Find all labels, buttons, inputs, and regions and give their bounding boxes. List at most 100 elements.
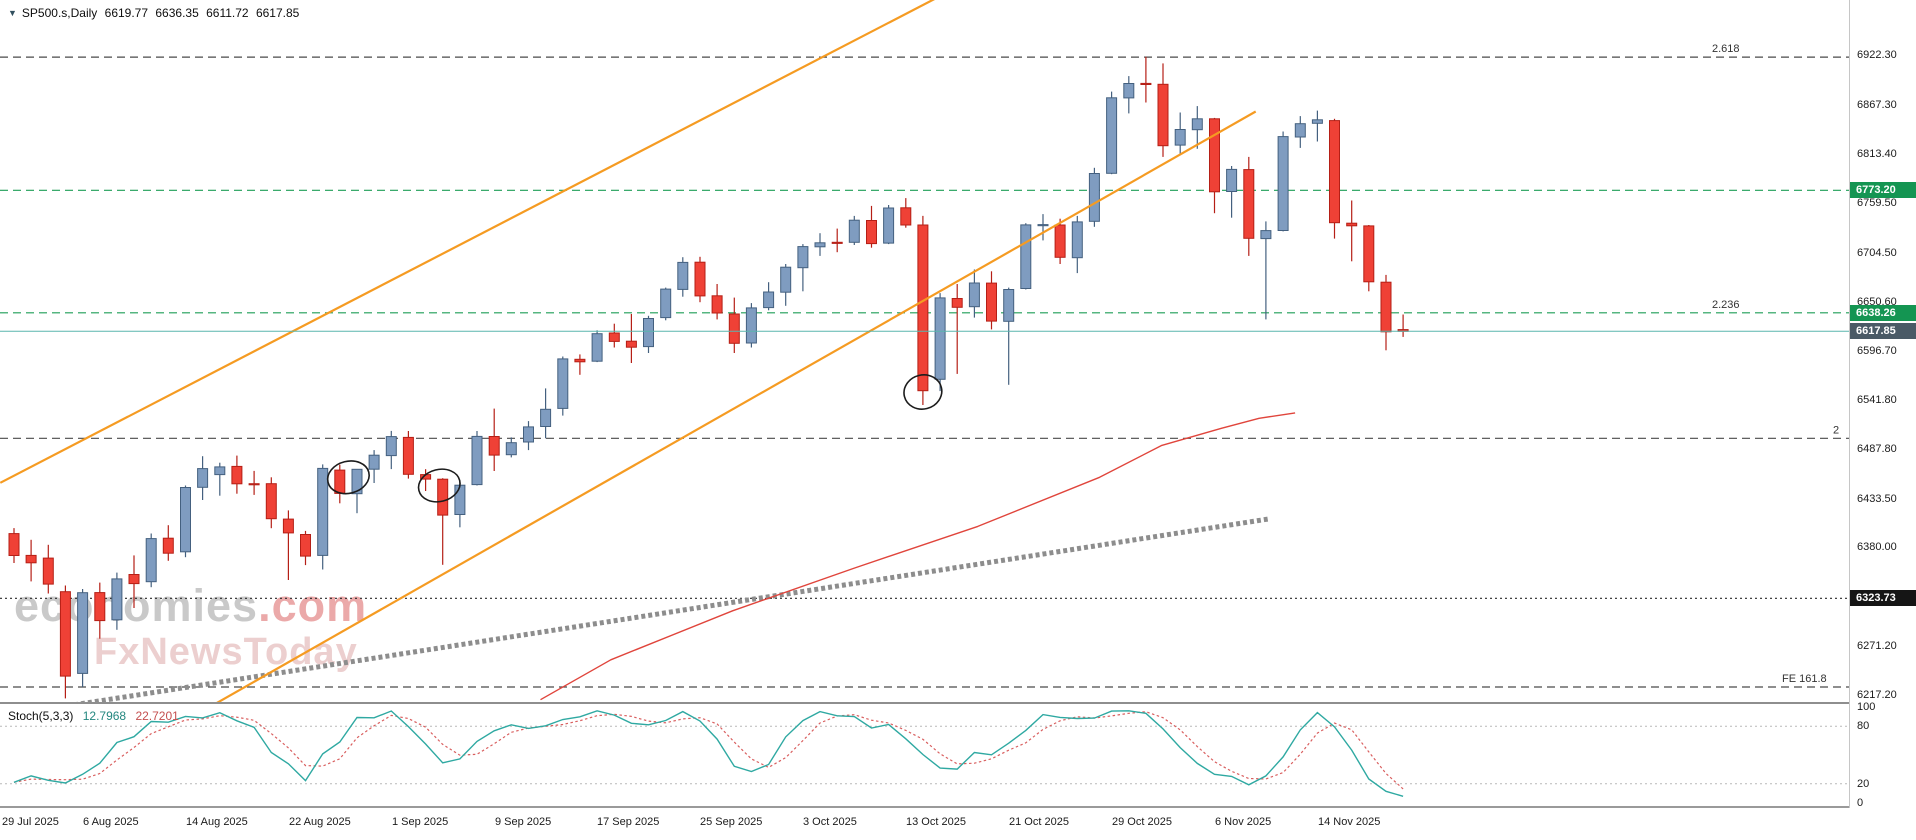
stochastic-label: Stoch(5,3,3) 12.7968 22.7201 — [8, 709, 179, 723]
candle-body — [591, 333, 603, 362]
time-axis-label: 29 Oct 2025 — [1112, 816, 1172, 828]
price-tick-label: 6813.40 — [1857, 148, 1897, 160]
time-axis-label: 6 Nov 2025 — [1215, 816, 1272, 828]
candle-body — [334, 469, 346, 494]
channel-trendline[interactable] — [0, 0, 952, 484]
quote-low: 6611.72 — [206, 6, 249, 20]
candle-body — [1020, 224, 1032, 289]
price-tick-label: 6922.30 — [1857, 49, 1897, 61]
stoch-scale-label: 100 — [1857, 701, 1876, 713]
candle-body — [831, 241, 843, 244]
stoch-scale-label: 0 — [1857, 797, 1864, 809]
candle-body — [934, 297, 946, 380]
stoch-scale-label: 80 — [1857, 720, 1870, 732]
candle-body — [677, 261, 689, 290]
ellipse-annotation[interactable] — [324, 457, 372, 498]
candle-body — [968, 282, 980, 308]
watermark-domain: .com — [258, 580, 368, 631]
price-badge: 6323.73 — [1850, 590, 1916, 606]
chart-marker-icon: ▼ — [8, 8, 17, 18]
ellipse-annotation[interactable] — [900, 371, 945, 413]
price-tick-label: 6487.80 — [1857, 443, 1897, 455]
candle-body — [454, 484, 466, 516]
fib-level-label: 2 — [1833, 424, 1839, 436]
candle-body — [608, 332, 620, 342]
quote-high: 6636.35 — [155, 6, 199, 20]
symbol-timeframe-label: SP500.s,Daily — [21, 6, 98, 20]
candle-body — [351, 468, 363, 495]
candle-body — [711, 295, 723, 314]
candle-body — [1140, 82, 1152, 86]
time-axis-label: 29 Jul 2025 — [2, 816, 59, 828]
time-axis-label: 1 Sep 2025 — [392, 816, 449, 828]
candlestick-chart[interactable]: 2.618 2.236 2 FE 161.8 — [0, 0, 1849, 702]
candle-body — [1123, 83, 1135, 99]
candle-body — [1209, 118, 1220, 193]
time-axis-label: 21 Oct 2025 — [1009, 816, 1069, 828]
candle-body — [8, 533, 20, 556]
gray-trendline[interactable] — [60, 516, 1269, 702]
main-chart-pane[interactable]: economies.com FxNewsToday 2.618 2.236 2 FE … — [0, 0, 1849, 704]
stochastic-chart[interactable] — [0, 704, 1849, 806]
candle-body — [162, 537, 174, 554]
candle-body — [540, 408, 552, 427]
price-badge: 6638.26 — [1850, 305, 1916, 321]
price-tick-label: 6704.50 — [1857, 247, 1897, 259]
candle-body — [643, 318, 654, 348]
candle-body — [728, 313, 740, 344]
candle-body — [437, 478, 449, 516]
candle-body — [763, 291, 775, 309]
candle-body — [1003, 289, 1015, 322]
candle-body — [59, 591, 71, 677]
fib-level-label: 2.618 — [1712, 43, 1740, 55]
candle-body — [180, 487, 191, 553]
candle-body — [1363, 225, 1375, 283]
price-badge: 6617.85 — [1850, 323, 1916, 339]
channel-trendline[interactable] — [55, 110, 1257, 703]
candle-body — [1191, 118, 1203, 131]
candle-body — [1346, 222, 1358, 227]
candle-body — [1174, 129, 1186, 146]
ellipse-annotation[interactable] — [415, 465, 463, 506]
candle-body — [1071, 221, 1083, 259]
candle-body — [111, 578, 123, 621]
quote-open: 6619.77 — [104, 6, 149, 20]
candle-body — [94, 592, 106, 622]
price-tick-label: 6380.00 — [1857, 541, 1897, 553]
candle-body — [951, 298, 963, 308]
candle-body — [265, 483, 277, 520]
candle-body — [574, 358, 586, 363]
candle-body — [660, 288, 672, 319]
candle-body — [1037, 224, 1049, 227]
candle-body — [1243, 169, 1255, 239]
candle-body — [128, 574, 140, 585]
price-tick-label: 6541.80 — [1857, 394, 1897, 406]
time-axis-label: 6 Aug 2025 — [83, 816, 139, 828]
candle-body — [471, 435, 483, 486]
price-axis[interactable]: 6922.30 6867.30 6813.40 6759.50 6704.50 6650.… — [1849, 0, 1916, 809]
moving-average-line — [540, 412, 1296, 701]
candle-body — [1157, 83, 1169, 147]
time-axis[interactable]: 29 Jul 2025 6 Aug 2025 14 Aug 2025 22 Aug 2… — [0, 808, 1916, 840]
candle-body — [814, 242, 826, 248]
stochastic-pane[interactable] — [0, 704, 1849, 808]
candle-body — [282, 518, 294, 534]
stoch-signal-line — [13, 711, 1404, 790]
candle-body — [214, 466, 226, 476]
candle-body — [557, 358, 569, 409]
price-tick-label: 6759.50 — [1857, 197, 1897, 209]
candle-body — [1277, 136, 1289, 232]
candle-body — [25, 554, 37, 564]
candle-body — [317, 467, 329, 556]
candle-body — [1311, 119, 1323, 124]
candles-layer — [8, 56, 1409, 699]
candle-body — [145, 538, 157, 583]
candle-body — [42, 557, 54, 585]
price-badge: 6773.20 — [1850, 182, 1916, 198]
candle-body — [694, 261, 706, 297]
candle-body — [986, 282, 997, 322]
time-axis-label: 14 Aug 2025 — [186, 816, 248, 828]
stochastic-name: Stoch(5,3,3) — [8, 709, 74, 723]
candle-body — [1294, 123, 1306, 138]
candle-body — [745, 307, 757, 344]
